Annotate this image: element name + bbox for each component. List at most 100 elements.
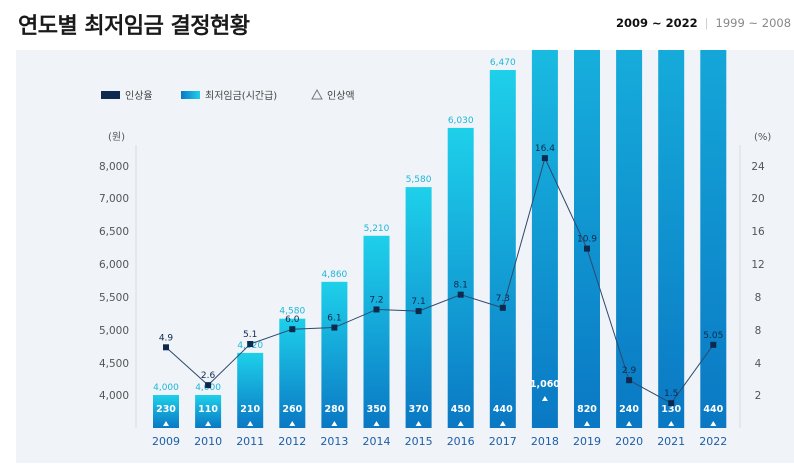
legend-label-increase: 인상액 [327,90,355,102]
rate-marker [710,341,717,348]
rate-marker [457,291,464,298]
increase-label: 440 [493,404,513,415]
rate-marker [373,306,380,313]
legend-swatch-wage [181,91,200,99]
left-tick-label: 6,500 [99,226,129,238]
wage-bar [658,0,685,429]
rate-marker [668,400,675,407]
right-tick-label: 8 [755,292,762,304]
wage-bar [279,318,306,428]
increase-label: 110 [198,404,218,415]
rate-line [165,156,714,404]
rate-label: 2.6 [201,371,216,381]
rate-marker [205,382,212,389]
wage-bar [616,0,643,428]
rate-label: 7.2 [369,295,383,305]
wage-bar [531,0,558,429]
year-label: 2018 [531,435,559,448]
left-tick-label: 5,500 [99,292,129,304]
minimum-wage-chart: 인상율 최저임금(시간급) 인상액 (원) (%) 4,000 4,500 5,00… [99,0,771,448]
increase-triangle-icon [626,421,633,426]
year-label: 2022 [699,435,727,448]
rate-marker [541,155,548,162]
year-label: 2012 [278,435,306,448]
year-label: 2021 [657,435,685,448]
tab-separator: | [704,16,709,30]
wage-bar-label: 4,580 [279,307,305,317]
rate-label: 4.9 [159,333,174,343]
right-tick-label: 2 [755,390,762,402]
increase-triangle-icon [668,421,675,426]
rate-label: 16.4 [535,144,555,154]
tab-2009-2022[interactable]: 2009 ~ 2022 [616,16,698,30]
wage-bar [363,235,390,428]
increase-label: 240 [619,404,639,415]
right-tick-label: 4 [755,358,762,370]
wage-bar [700,0,727,429]
year-label: 2011 [236,435,264,448]
wage-bar-label: 5,210 [364,224,390,234]
right-tick-label: 8 [755,325,762,337]
increase-label: 450 [451,404,471,415]
increase-triangle-icon [541,396,548,401]
tab-1999-2008[interactable]: 1999 ~ 2008 [715,16,792,30]
left-tick-label: 8,000 [99,161,129,173]
rate-marker [499,304,506,311]
rate-marker [331,324,338,331]
wage-bar-label: 5,580 [406,175,432,185]
increase-triangle-icon [373,421,380,426]
chart-panel: 인상율 최저임금(시간급) 인상액 (원) (%) 4,000 4,500 5,00… [16,0,794,463]
year-label: 2016 [447,435,475,448]
period-tabs: 2009 ~ 2022|1999 ~ 2008|19 [616,16,794,30]
rate-label: 5.1 [243,330,257,340]
rate-label: 6.1 [327,314,341,324]
legend-label-wage: 최저임금(시간급) [205,89,277,102]
year-label: 2017 [489,435,517,448]
increase-label: 440 [703,404,723,415]
increase-label: 230 [156,404,176,415]
increase-label: 820 [577,404,597,415]
increase-triangle-icon [499,421,506,426]
left-tick-label: 7,000 [99,193,129,205]
increase-labels: 230 110 210 260 280 350 370 450 440 1,060 820 240 13… [156,379,724,415]
left-axis-unit: (원) [108,131,125,143]
year-labels: 2009 2010 2011 2012 2013 2014 2015 2016 2017 2018… [152,435,727,448]
increase-markers [163,396,717,426]
wage-bar [574,0,600,428]
right-axis-unit: (%) [754,132,771,143]
wage-bar-label: 6,030 [448,116,474,126]
right-tick-label: 16 [751,226,765,238]
increase-triangle-icon [457,421,464,426]
rate-marker [415,308,422,315]
increase-label: 260 [282,404,302,415]
year-label: 2019 [573,435,601,448]
increase-label: 350 [367,404,387,415]
rate-marker [289,326,296,333]
left-tick-label: 5,000 [99,325,129,337]
wage-bars [153,0,727,429]
increase-label: 280 [324,404,344,415]
year-label: 2015 [405,435,433,448]
rate-label: 8.1 [454,281,468,291]
legend-triangle-icon [311,88,323,100]
left-tick-label: 4,500 [99,358,129,370]
increase-triangle-icon [415,421,422,426]
right-tick-label: 24 [751,161,765,173]
increase-triangle-icon [710,421,717,426]
year-label: 2014 [363,435,391,448]
increase-triangle-icon [247,421,254,426]
wage-bar [447,127,474,428]
increase-triangle-icon [584,421,590,426]
rate-marker [584,245,590,252]
rate-label: 1.5 [664,389,678,399]
rate-label: 10.9 [577,235,597,245]
year-label: 2020 [615,435,643,448]
wage-bar-label: 4,000 [153,383,179,393]
page-title: 연도별 최저임금 결정현황 [18,14,250,39]
increase-label: 210 [240,404,260,415]
left-tick-label: 6,000 [99,259,129,271]
left-tick-label: 4,000 [99,390,129,402]
wage-bar [237,352,264,428]
rate-label: 7.3 [496,294,510,304]
